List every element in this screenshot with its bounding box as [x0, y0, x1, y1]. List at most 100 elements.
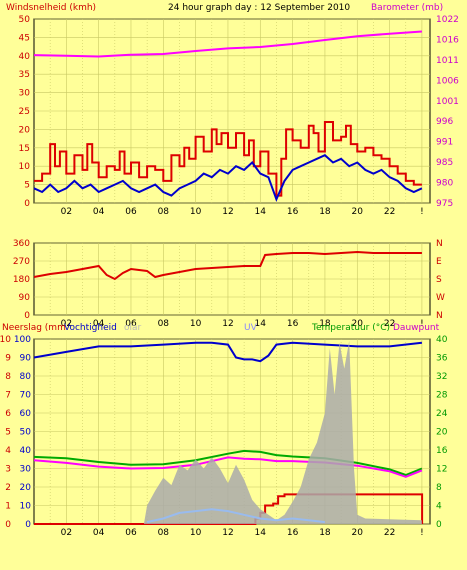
- x-tick-label: 20: [352, 319, 364, 329]
- x-tick-label: 06: [125, 207, 137, 217]
- y-tick-label: 10: [19, 162, 31, 172]
- x-tick-label: 04: [93, 207, 105, 217]
- y-right-tick-label: 20: [436, 428, 448, 438]
- x-tick-label: 04: [93, 528, 105, 538]
- rain-tick-label: 3: [5, 465, 11, 475]
- y-right-tick-label: 1011: [436, 56, 459, 66]
- humidity-tick-label: 40: [20, 446, 32, 456]
- wind-axis-title: Windsnelheid (kmh): [6, 3, 96, 13]
- y-tick-label: 15: [19, 144, 30, 154]
- x-tick-label: 08: [158, 207, 170, 217]
- y-tick-label: 360: [13, 239, 30, 249]
- x-tick-label: 16: [287, 528, 299, 538]
- x-tick-label: 04: [93, 319, 105, 329]
- y-right-tick-label: 32: [436, 372, 447, 382]
- series-humidity: [33, 341, 423, 363]
- x-tick-label: 22: [384, 528, 395, 538]
- humidity-tick-label: 10: [20, 502, 32, 512]
- y-tick-label: 40: [19, 52, 31, 62]
- series-uv: [146, 508, 326, 524]
- x-tick-label: 10: [190, 207, 202, 217]
- x-tick-label: 14: [255, 319, 267, 329]
- x-tick-label: 22: [384, 207, 395, 217]
- series-solar-area: [143, 340, 422, 524]
- x-tick-label: 08: [158, 528, 170, 538]
- y-right-tick-label: 1001: [436, 97, 459, 107]
- y-right-tick-label: 1022: [436, 15, 459, 25]
- y-right-tick-label: N: [436, 239, 443, 249]
- y-right-tick-label: 28: [436, 391, 448, 401]
- y-right-tick-label: 40: [436, 335, 448, 345]
- rain-humidity-temp-panel: Neerslag (mm Vochtigheid olar UV Tempera…: [0, 323, 448, 538]
- y-tick-label: 35: [19, 70, 30, 80]
- rain-tick-label: 0: [5, 520, 11, 530]
- humidity-tick-label: 90: [20, 354, 32, 364]
- rain-tick-label: 8: [5, 372, 11, 382]
- x-tick-label: 20: [352, 207, 364, 217]
- humidity-tick-label: 0: [25, 520, 31, 530]
- y-tick-label: 20: [19, 125, 31, 135]
- x-tick-label: 02: [61, 207, 72, 217]
- dewpoint-axis-title: Dauwpunt: [393, 323, 440, 333]
- x-tick-label: 22: [384, 319, 395, 329]
- y-right-tick-label: 1016: [436, 35, 459, 45]
- x-tick-label: 06: [125, 319, 137, 329]
- y-tick-label: 30: [19, 89, 31, 99]
- x-tick-label: 20: [352, 528, 364, 538]
- y-tick-label: 5: [24, 181, 30, 191]
- x-tick-label: 14: [255, 207, 267, 217]
- y-right-tick-label: E: [436, 257, 442, 267]
- rain-tick-label: 10: [0, 335, 11, 345]
- y-tick-label: 270: [13, 257, 30, 267]
- y-right-tick-label: 36: [436, 354, 448, 364]
- y-right-tick-label: 4: [436, 502, 442, 512]
- wind-barometer-panel: 0 5 10 15 20 25 30 35 40 45 50 975 980 985 991 996 1001 1…: [19, 15, 460, 217]
- y-right-tick-label: W: [436, 293, 445, 303]
- humidity-tick-label: 50: [20, 428, 32, 438]
- y-tick-label: 90: [19, 293, 31, 303]
- rain-axis-title: Neerslag (mm: [2, 323, 66, 333]
- x-tick-label: 10: [190, 528, 202, 538]
- y-right-tick-label: 12: [436, 465, 447, 475]
- y-right-tick-label: S: [436, 275, 442, 285]
- y-right-tick-label: 985: [436, 158, 453, 168]
- rain-tick-label: 5: [5, 428, 11, 438]
- rain-tick-label: 1: [5, 502, 11, 512]
- rain-tick-label: 6: [5, 409, 11, 419]
- chart-header: Windsnelheid (kmh) 24 hour graph day : 1…: [6, 3, 443, 13]
- y-right-tick-label: N: [436, 311, 443, 321]
- x-tick-label: 18: [319, 319, 331, 329]
- y-tick-label: 25: [19, 107, 30, 117]
- series-temperature: [33, 449, 423, 477]
- y-right-tick-label: 24: [436, 409, 448, 419]
- y-right-tick-label: 980: [436, 179, 453, 189]
- humidity-tick-label: 70: [20, 391, 32, 401]
- temperature-axis-title: Temperatuur (°C): [311, 323, 390, 333]
- solar-legend-label: olar: [124, 323, 142, 333]
- chart-title: 24 hour graph day : 12 September 2010: [168, 3, 350, 13]
- humidity-tick-label: 60: [20, 409, 32, 419]
- y-right-tick-label: 996: [436, 117, 453, 127]
- y-right-tick-label: 991: [436, 138, 453, 148]
- rain-tick-label: 9: [5, 354, 11, 364]
- series-dewpoint: [33, 456, 423, 478]
- series-wind-speed: [34, 121, 422, 197]
- x-tick-label: 14: [255, 528, 267, 538]
- x-tick-label: 16: [287, 319, 299, 329]
- y-right-tick-label: 0: [436, 520, 442, 530]
- x-tick-label: 08: [158, 319, 170, 329]
- y-tick-label: 0: [24, 311, 30, 321]
- x-tick-label: 12: [222, 319, 233, 329]
- humidity-tick-label: 80: [20, 372, 32, 382]
- barometer-axis-title: Barometer (mb): [371, 3, 443, 13]
- y-right-tick-label: 8: [436, 483, 442, 493]
- y-tick-label: 180: [13, 275, 30, 285]
- x-tick-label: 18: [319, 207, 331, 217]
- humidity-axis-title: Vochtigheid: [64, 323, 117, 333]
- y-tick-label: 45: [19, 33, 30, 43]
- series-wind-direction: [33, 250, 422, 281]
- rain-tick-label: 2: [5, 483, 11, 493]
